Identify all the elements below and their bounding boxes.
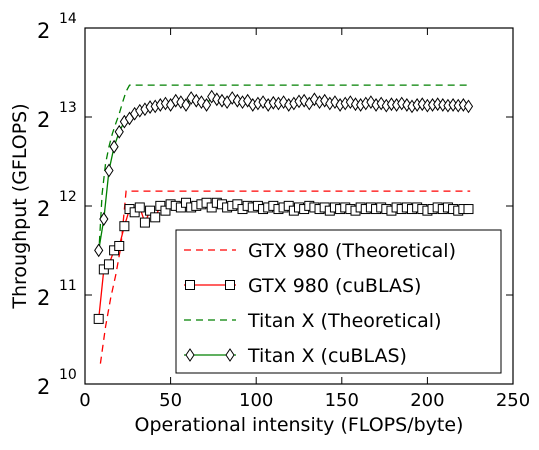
series-line xyxy=(98,84,471,255)
x-tick-label: 200 xyxy=(410,390,444,411)
data-point xyxy=(93,313,104,324)
legend-label: Titan X (Theoretical) xyxy=(247,310,442,332)
data-point xyxy=(119,221,130,232)
y-tick-base: 2 xyxy=(37,286,50,310)
axes: 0 50 100 150 200 250 2 10 2 11 2 12 2 13 2 14 xyxy=(37,11,530,411)
y-tick-label: 2 12 xyxy=(37,189,77,221)
series-line xyxy=(99,190,471,364)
data-point xyxy=(114,240,125,251)
data-point xyxy=(463,99,474,114)
data-point xyxy=(150,212,161,223)
y-axis-label: Throughput (GFLOPS) xyxy=(9,103,31,309)
data-point xyxy=(104,163,114,178)
legend: GTX 980 (Theoretical) GTX 980 (cuBLAS) Tit… xyxy=(175,229,502,374)
legend-marker xyxy=(185,280,195,290)
y-tick-exponent: 12 xyxy=(59,189,77,205)
y-tick-exponent: 14 xyxy=(59,11,77,27)
series-3 xyxy=(94,89,474,258)
y-tick-base: 2 xyxy=(37,375,50,399)
series-line xyxy=(98,95,469,251)
data-point xyxy=(160,205,171,216)
data-point xyxy=(463,204,474,215)
legend-marker xyxy=(185,348,195,362)
y-tick-exponent: 11 xyxy=(59,278,77,294)
legend-label: GTX 980 (cuBLAS) xyxy=(248,275,421,297)
y-tick-label: 2 13 xyxy=(37,100,77,132)
x-tick-label: 50 xyxy=(159,390,182,411)
data-point xyxy=(98,264,109,275)
y-tick-label: 2 10 xyxy=(37,367,77,399)
data-point xyxy=(94,243,104,258)
y-tick-base: 2 xyxy=(37,19,50,43)
data-point xyxy=(99,212,109,226)
y-tick-base: 2 xyxy=(37,197,50,221)
data-point xyxy=(134,202,145,213)
x-axis-label: Operational intensity (FLOPS/byte) xyxy=(135,414,464,436)
data-point xyxy=(181,98,191,112)
y-tick-exponent: 10 xyxy=(59,367,77,383)
legend-marker xyxy=(225,280,235,290)
plot-area xyxy=(93,84,474,364)
data-point xyxy=(201,98,212,112)
legend-label: GTX 980 (Theoretical) xyxy=(248,240,456,262)
data-point xyxy=(109,139,119,154)
x-tick-label: 100 xyxy=(239,390,273,411)
y-tick-base: 2 xyxy=(37,108,50,132)
legend-label: Titan X (cuBLAS) xyxy=(247,345,407,367)
y-tick-exponent: 13 xyxy=(59,100,77,116)
legend-marker xyxy=(225,348,235,362)
series-1 xyxy=(93,197,474,324)
x-tick-label: 0 xyxy=(79,390,90,411)
x-tick-label: 150 xyxy=(325,390,359,411)
y-tick-label: 2 14 xyxy=(37,11,77,43)
x-tick-label: 250 xyxy=(496,390,530,411)
series-0 xyxy=(99,190,471,364)
data-point xyxy=(145,205,156,216)
data-point xyxy=(114,124,124,139)
data-point xyxy=(103,259,114,270)
y-tick-label: 2 11 xyxy=(37,278,77,310)
series-2 xyxy=(98,84,471,255)
data-point xyxy=(139,217,150,228)
